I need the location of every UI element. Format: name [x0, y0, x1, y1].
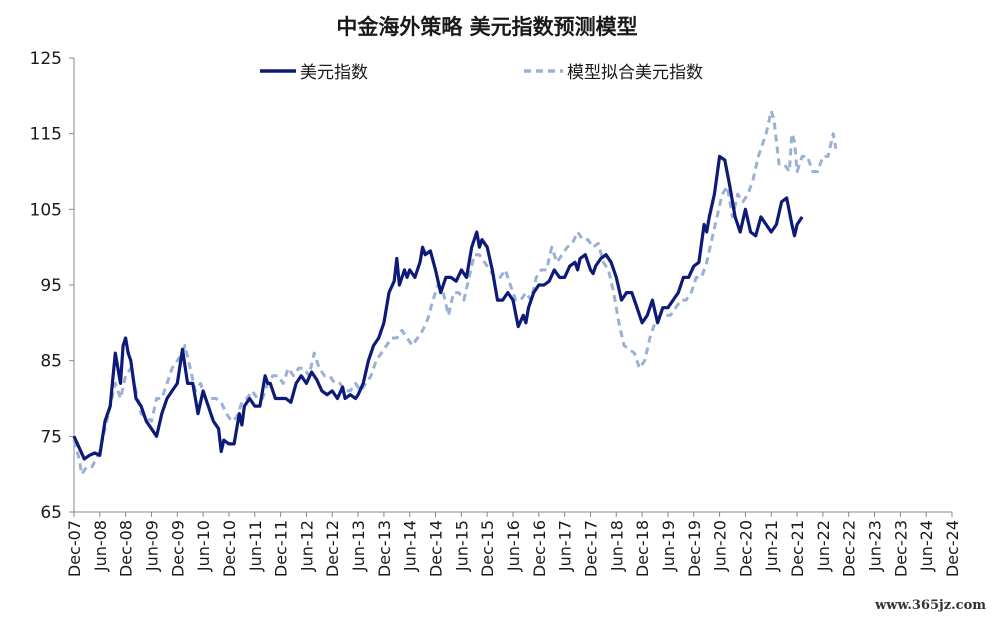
- chart-title: 中金海外策略 美元指数预测模型: [336, 15, 637, 39]
- x-tick-label: Jun-16: [504, 520, 523, 572]
- x-tick-label: Dec-16: [530, 520, 549, 577]
- x-tick-label: Dec-18: [633, 520, 652, 577]
- x-tick-label: Jun-19: [659, 520, 678, 572]
- x-tick-label: Jun-13: [349, 520, 368, 572]
- y-tick-label: 85: [40, 352, 62, 372]
- legend: 美元指数 模型拟合美元指数: [260, 63, 703, 83]
- x-tick-label: Jun-10: [194, 520, 213, 572]
- legend-label-dollar-index: 美元指数: [300, 63, 368, 83]
- x-tick-label: Dec-14: [427, 520, 446, 577]
- x-tick-label: Dec-13: [375, 520, 394, 577]
- x-tick-label: Dec-09: [168, 520, 187, 577]
- x-axis-ticks: Dec-07 Jun-08 Dec-08 Jun-09 Dec-09 Jun-10 Dec-…: [65, 512, 962, 577]
- x-tick-label: Jun-14: [401, 520, 420, 572]
- y-tick-label: 125: [30, 49, 62, 69]
- legend-label-model-fit: 模型拟合美元指数: [567, 63, 703, 83]
- x-tick-label: Jun-17: [556, 520, 575, 572]
- y-tick-label: 105: [30, 200, 62, 220]
- x-tick-label: Dec-07: [65, 520, 84, 577]
- watermark: www.365jz.com: [874, 598, 986, 613]
- y-tick-label: 115: [30, 125, 62, 145]
- x-tick-label: Jun-18: [607, 520, 626, 572]
- x-tick-label: Dec-22: [840, 520, 859, 577]
- x-tick-label: Jun-20: [711, 520, 730, 572]
- y-axis-ticks: 65 75 85 95 105 115 125: [30, 49, 74, 523]
- x-tick-label: Dec-19: [685, 520, 704, 577]
- series-line-dollar-index: [72, 154, 804, 461]
- x-tick-label: Jun-11: [246, 520, 265, 572]
- x-tick-label: Dec-12: [323, 520, 342, 577]
- x-tick-label: Dec-21: [788, 520, 807, 577]
- x-tick-label: Dec-11: [272, 520, 291, 577]
- x-tick-label: Dec-08: [117, 520, 136, 577]
- x-tick-label: Dec-17: [581, 520, 600, 577]
- x-tick-label: Dec-23: [891, 520, 910, 577]
- series-line-model-fit: [72, 109, 838, 476]
- x-tick-label: Dec-15: [478, 520, 497, 577]
- x-tick-label: Jun-21: [762, 520, 781, 572]
- x-tick-label: Jun-24: [917, 520, 936, 572]
- x-tick-label: Jun-09: [142, 520, 161, 572]
- series-layer: [72, 109, 838, 476]
- x-tick-label: Jun-08: [91, 520, 110, 572]
- y-tick-label: 65: [40, 503, 62, 523]
- x-tick-label: Dec-24: [943, 520, 962, 577]
- x-tick-label: Jun-12: [297, 520, 316, 572]
- x-tick-label: Jun-23: [866, 520, 885, 572]
- y-tick-label: 75: [40, 427, 62, 447]
- x-tick-label: Jun-22: [814, 520, 833, 572]
- x-tick-label: Dec-10: [220, 520, 239, 577]
- x-tick-label: Jun-15: [452, 520, 471, 572]
- x-tick-label: Dec-20: [736, 520, 755, 577]
- y-tick-label: 95: [40, 276, 62, 296]
